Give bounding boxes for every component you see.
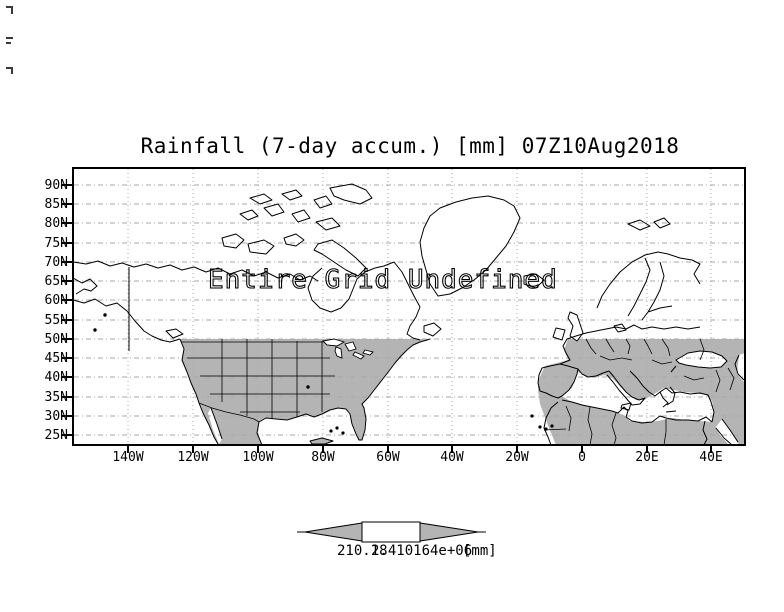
lon-label-40w: 40W: [440, 450, 464, 465]
great-lakes: [322, 338, 374, 360]
lon-label-20e: 20E: [635, 450, 659, 465]
colorbar-low-arrow: [304, 522, 363, 542]
lat-label-50n: 50N: [44, 332, 68, 347]
lat-label-35n: 35N: [44, 390, 68, 405]
map-frame: [61, 167, 746, 453]
lat-label-75n: 75N: [44, 236, 68, 251]
gridlines: [74, 169, 744, 444]
lon-label-60w: 60W: [376, 450, 400, 465]
lat-label-90n: 90N: [44, 178, 68, 193]
borders-layer: [180, 338, 735, 444]
lat-tick-marks: [61, 184, 72, 436]
colorbar-max-label: 2.410164e+06: [371, 543, 473, 559]
us-state-lines: [180, 339, 335, 424]
lat-label-60n: 60N: [44, 293, 68, 308]
grid-undefined-message: Entire Grid Undefined: [207, 264, 558, 295]
plot-title: Rainfall (7-day accum.) [mm] 07Z10Aug201…: [140, 134, 680, 158]
lat-label-25n: 25N: [44, 428, 68, 443]
lon-label-40e: 40E: [699, 450, 723, 465]
colorbar: [297, 521, 486, 543]
coastlines-layer: [74, 183, 744, 444]
lat-label-40n: 40N: [44, 370, 68, 385]
lat-label-85n: 85N: [44, 197, 68, 212]
lat-label-65n: 65N: [44, 274, 68, 289]
colorbar-high-arrow: [419, 522, 479, 542]
lat-label-70n: 70N: [44, 255, 68, 270]
lon-label-100w: 100W: [242, 450, 274, 465]
lon-label-20w: 20W: [505, 450, 529, 465]
colorbar-mid-box: [361, 521, 421, 543]
lat-label-45n: 45N: [44, 351, 68, 366]
screen-artifact-marks: [6, 6, 13, 74]
lat-label-30n: 30N: [44, 409, 68, 424]
lon-label-0: 0: [578, 450, 586, 465]
lon-tick-marks: [127, 446, 712, 453]
lat-label-80n: 80N: [44, 216, 68, 231]
lon-label-120w: 120W: [177, 450, 209, 465]
lon-label-140w: 140W: [112, 450, 144, 465]
colorbar-units-label: [mm]: [463, 543, 497, 559]
lon-label-80w: 80W: [311, 450, 335, 465]
colorbar-min-label: 210.18: [337, 543, 388, 559]
lat-label-55n: 55N: [44, 313, 68, 328]
